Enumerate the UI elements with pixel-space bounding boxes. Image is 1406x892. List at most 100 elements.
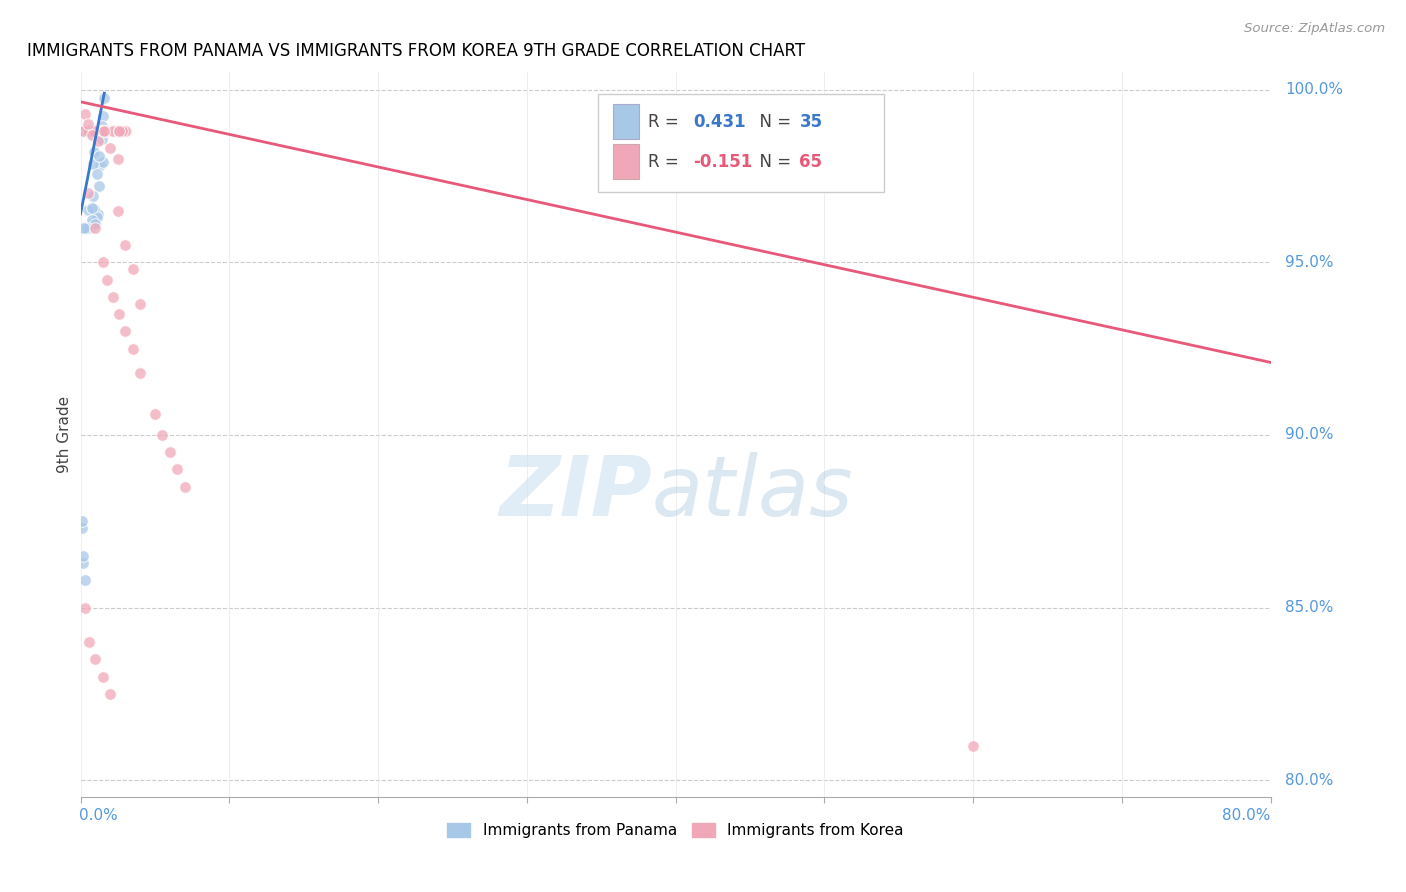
Point [91, 670, 114, 684]
Text: IMMIGRANTS FROM PANAMA VS IMMIGRANTS FROM KOREA 9TH GRADE CORRELATION CHART: IMMIGRANTS FROM PANAMA VS IMMIGRANTS FRO… [27, 42, 806, 60]
Point [93, 124, 115, 138]
Point [107, 203, 129, 218]
Text: ZIP: ZIP [499, 452, 652, 533]
Text: 80.0%: 80.0% [1285, 772, 1333, 788]
Point [89, 178, 111, 193]
Point [91, 120, 114, 134]
Text: 85.0%: 85.0% [1285, 600, 1333, 615]
Point [93, 90, 115, 104]
Text: Source: ZipAtlas.com: Source: ZipAtlas.com [1244, 22, 1385, 36]
Point [77, 124, 100, 138]
Point [94, 124, 117, 138]
FancyBboxPatch shape [598, 95, 884, 192]
Bar [613, 104, 638, 139]
Point [108, 307, 131, 321]
Point [110, 124, 132, 138]
Text: atlas: atlas [652, 452, 853, 533]
Point [76, 124, 98, 138]
Point [114, 324, 136, 338]
Point [96, 272, 118, 286]
Legend: Immigrants from Panama, Immigrants from Korea: Immigrants from Panama, Immigrants from … [441, 817, 910, 844]
Point [91, 124, 114, 138]
Text: N =: N = [749, 153, 797, 170]
Y-axis label: 9th Grade: 9th Grade [58, 396, 72, 474]
Point [76, 220, 98, 235]
Point [107, 124, 129, 138]
Point [114, 124, 136, 138]
Text: -0.151: -0.151 [693, 153, 752, 170]
Point [80, 201, 103, 215]
Point [72, 549, 94, 563]
Point [91, 132, 114, 146]
Point [98, 687, 121, 701]
Point [86, 211, 108, 225]
Point [84, 124, 107, 138]
Point [91, 109, 114, 123]
Point [121, 262, 143, 277]
Point [114, 238, 136, 252]
Point [80, 213, 103, 227]
Point [101, 124, 124, 138]
Point [77, 202, 100, 217]
Text: R =: R = [648, 112, 685, 131]
Point [84, 652, 107, 666]
Point [73, 220, 96, 235]
Point [70, 220, 93, 235]
Point [107, 124, 129, 138]
Point [72, 124, 94, 138]
Point [107, 124, 129, 138]
Point [82, 189, 104, 203]
Point [77, 186, 100, 201]
Point [98, 124, 121, 138]
Point [115, 124, 138, 138]
Point [91, 124, 114, 138]
Point [103, 290, 125, 304]
Point [80, 220, 103, 235]
Point [111, 124, 134, 138]
Point [83, 202, 105, 216]
Point [77, 117, 100, 131]
Point [91, 124, 114, 138]
Text: 100.0%: 100.0% [1285, 82, 1343, 97]
Point [962, 739, 984, 753]
Point [84, 220, 107, 235]
Point [143, 407, 166, 421]
Point [82, 128, 104, 142]
Point [72, 556, 94, 570]
Point [110, 124, 132, 138]
Point [83, 124, 105, 138]
Point [129, 366, 152, 380]
Point [107, 124, 129, 138]
Point [91, 255, 114, 269]
Point [93, 124, 115, 138]
Bar [613, 145, 638, 179]
Point [87, 149, 110, 163]
Text: 95.0%: 95.0% [1285, 255, 1333, 269]
Point [73, 600, 96, 615]
Text: R =: R = [648, 153, 685, 170]
Point [114, 124, 136, 138]
Point [121, 342, 143, 356]
Point [150, 428, 173, 442]
Point [75, 220, 97, 235]
Point [107, 124, 129, 138]
Point [87, 135, 110, 149]
Point [73, 573, 96, 587]
Text: 0.0%: 0.0% [79, 808, 118, 822]
Point [91, 154, 114, 169]
Point [76, 124, 98, 138]
Point [79, 635, 101, 649]
Point [105, 124, 128, 138]
Point [82, 216, 104, 230]
Point [73, 107, 96, 121]
Text: 0.431: 0.431 [693, 112, 747, 131]
Point [173, 480, 195, 494]
Point [129, 297, 152, 311]
Point [86, 124, 108, 138]
Text: 35: 35 [800, 112, 823, 131]
Text: 80.0%: 80.0% [1222, 808, 1271, 822]
Point [111, 124, 134, 138]
Point [84, 124, 107, 138]
Point [76, 220, 98, 235]
Point [84, 124, 107, 138]
